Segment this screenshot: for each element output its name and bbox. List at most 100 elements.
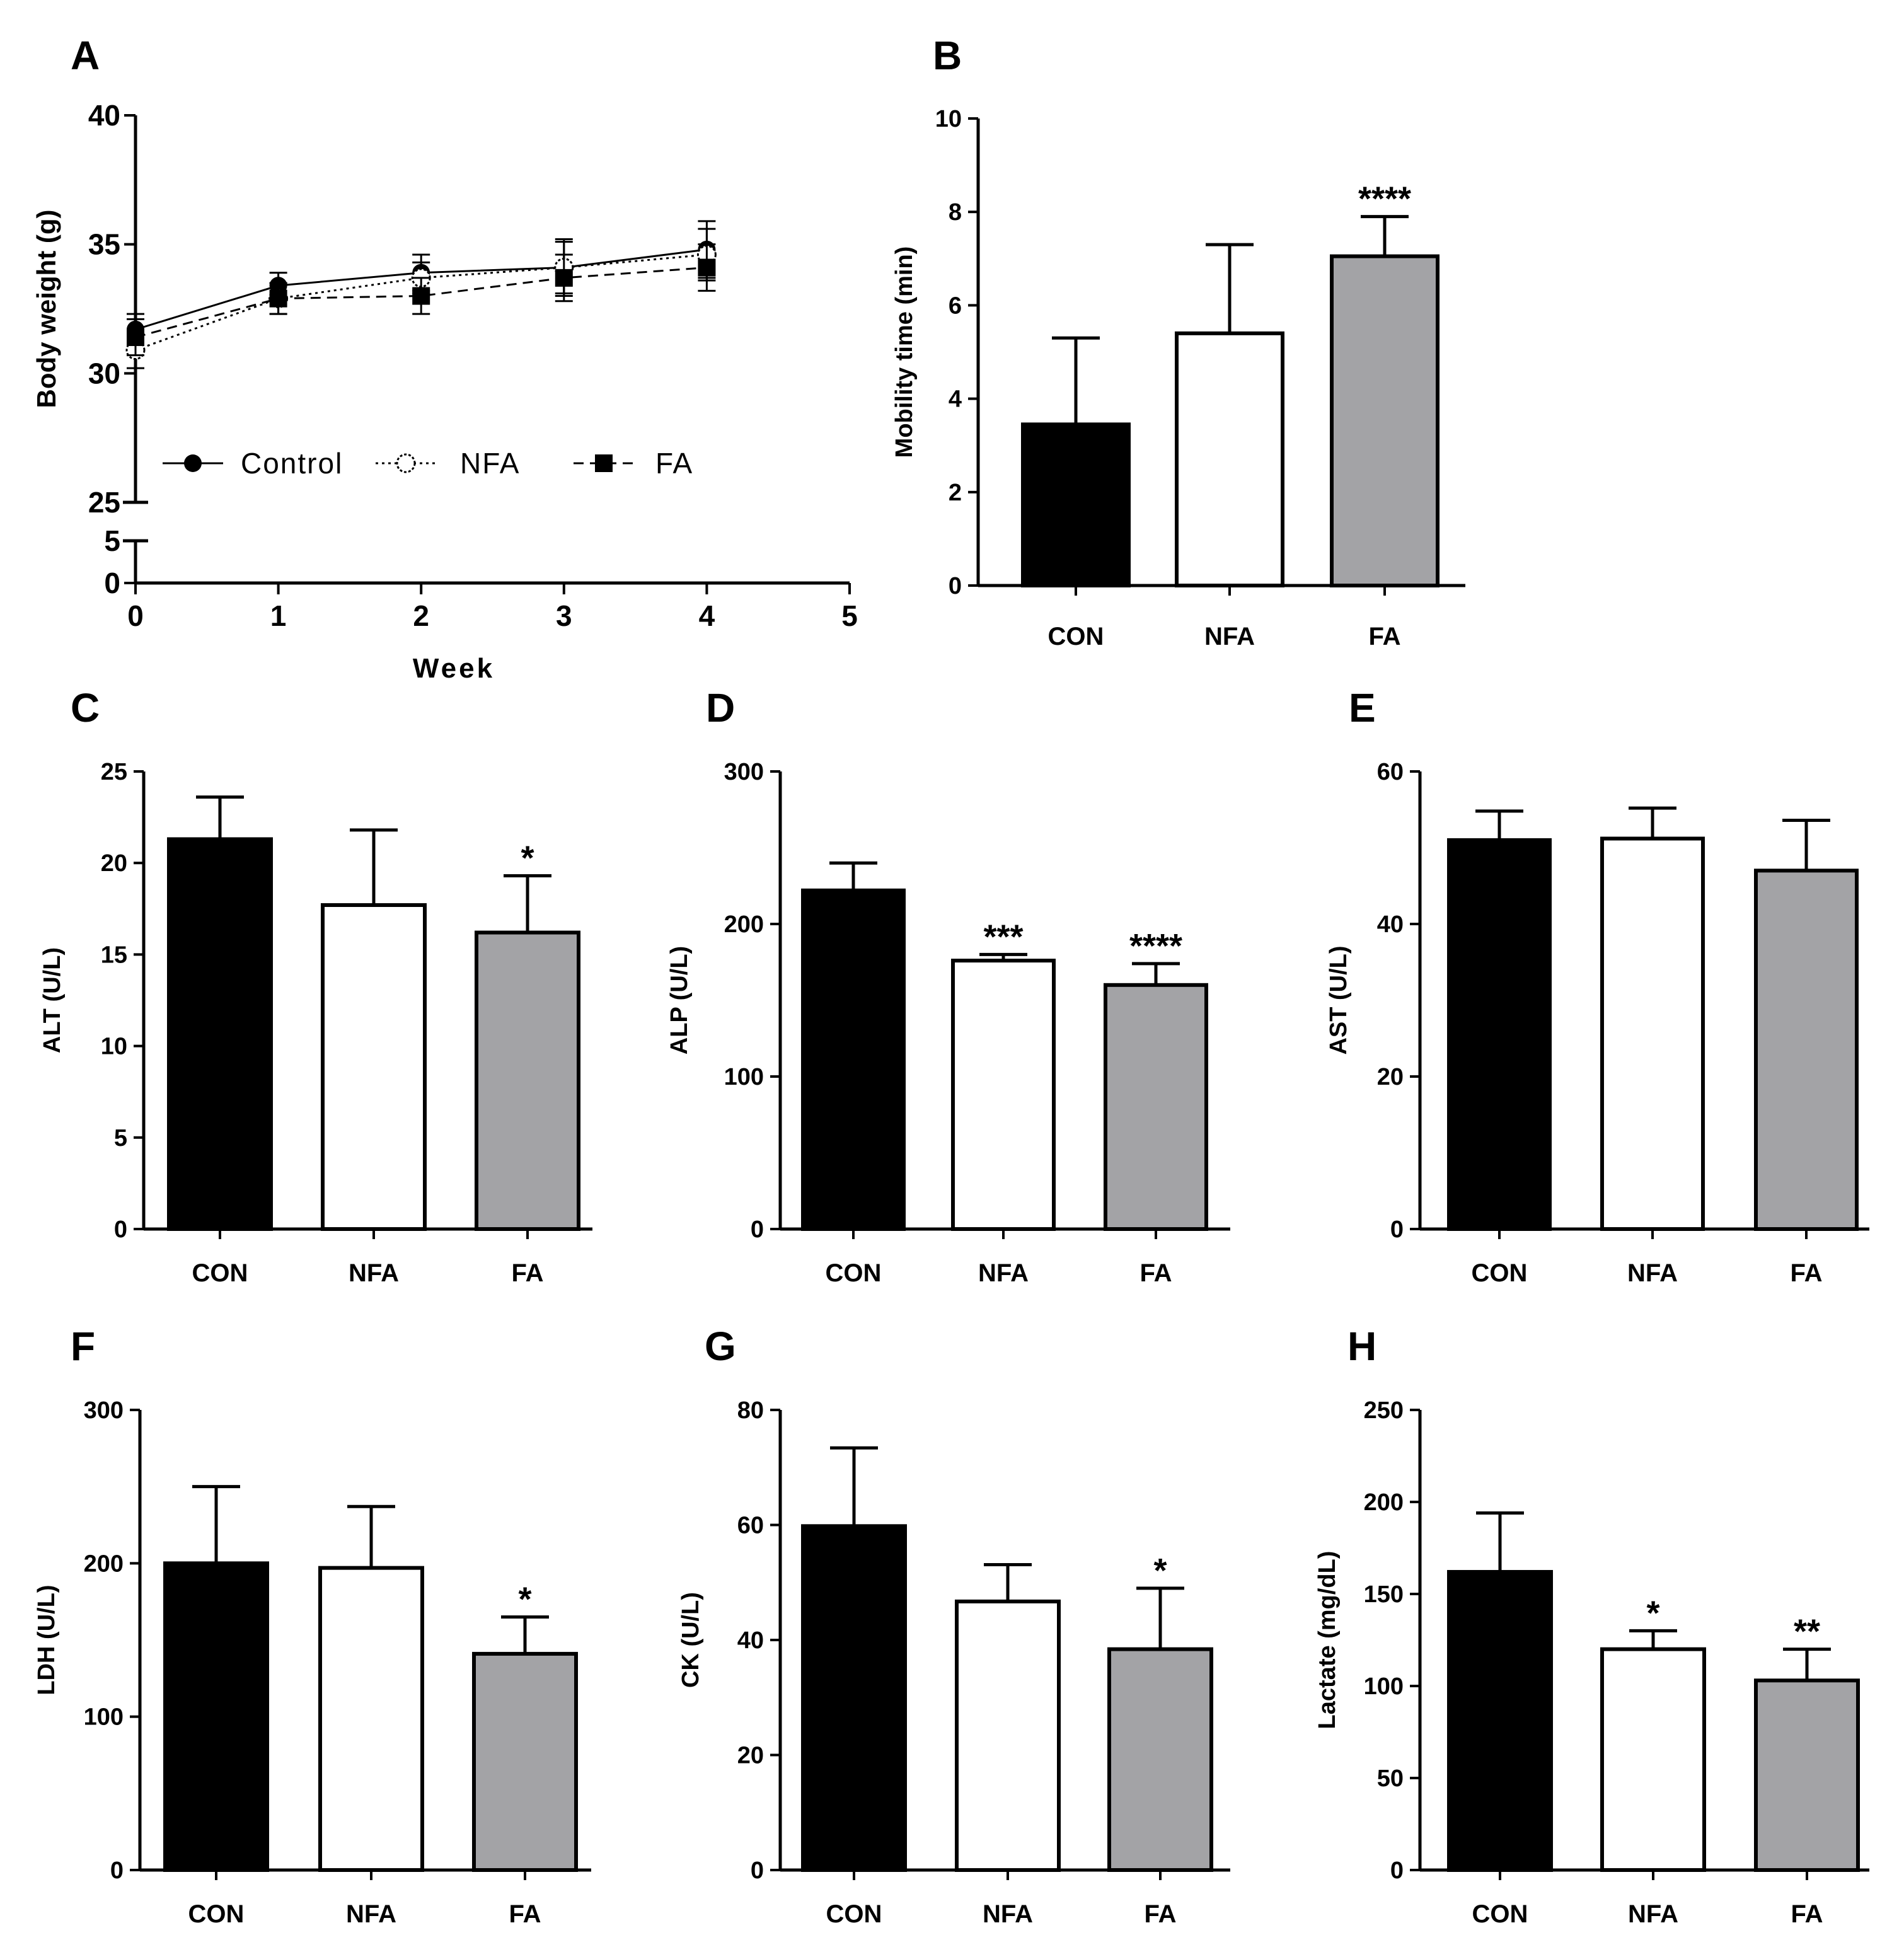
legend-label-control: Control bbox=[241, 447, 343, 480]
panel-a-xlabel: Week bbox=[413, 653, 495, 684]
panel-c-ytick-label: 5 bbox=[114, 1125, 127, 1152]
panel-c-category-label: FA bbox=[511, 1259, 543, 1287]
panel-f-category-label: NFA bbox=[346, 1900, 396, 1928]
panel-f-bar-con bbox=[163, 1561, 269, 1872]
panel-a-letter: A bbox=[71, 33, 100, 78]
panel-g-ylabel: CK (U/L) bbox=[678, 1592, 704, 1688]
panel-b-significance: **** bbox=[1358, 180, 1411, 218]
panel-b: B 0 2 4 6 8 10 Mobility time (min) CON NFA FA **** bbox=[891, 33, 1465, 650]
panel-c: C 0 5 10 15 20 25 ALT (U/L) CON NFA FA * bbox=[39, 685, 592, 1287]
panel-b-ytick-label: 4 bbox=[949, 386, 962, 413]
panel-a-ytick-label: 35 bbox=[88, 228, 120, 261]
panel-f-letter: F bbox=[71, 1324, 95, 1369]
panel-a-series-fa-point bbox=[698, 258, 716, 277]
legend-label-nfa: NFA bbox=[460, 447, 520, 480]
panel-g-bar-nfa bbox=[955, 1599, 1061, 1873]
panel-d-bar-fa bbox=[1104, 983, 1208, 1232]
panel-a-series-fa-point bbox=[127, 328, 144, 347]
panel-c-bar-nfa bbox=[321, 903, 427, 1231]
panel-g-category-label: FA bbox=[1144, 1900, 1176, 1928]
panel-f-bar-nfa bbox=[318, 1566, 424, 1872]
panel-h-bar-con bbox=[1447, 1569, 1553, 1872]
panel-d-bar-nfa bbox=[951, 959, 1056, 1231]
panel-d-ytick-label: 100 bbox=[724, 1064, 764, 1090]
panel-a-xtick-label: 2 bbox=[413, 599, 429, 632]
panel-g-ytick-label: 0 bbox=[751, 1857, 764, 1884]
panel-e: E 0 20 40 60 AST (U/L) CON NFA FA bbox=[1325, 685, 1869, 1287]
panel-d-significance: *** bbox=[983, 918, 1023, 956]
panel-h-ytick-label: 250 bbox=[1364, 1397, 1404, 1424]
panel-a-xtick-label: 0 bbox=[127, 599, 144, 632]
panel-h-category-label: CON bbox=[1472, 1900, 1528, 1928]
panel-a-series-fa-line bbox=[135, 267, 707, 338]
panel-d-ylabel: ALP (U/L) bbox=[666, 946, 693, 1054]
panel-c-letter: C bbox=[71, 685, 100, 730]
panel-h-letter: H bbox=[1347, 1324, 1376, 1369]
panel-c-category-label: NFA bbox=[349, 1259, 399, 1287]
panel-e-category-label: FA bbox=[1790, 1259, 1822, 1287]
panel-g-category-label: CON bbox=[826, 1900, 882, 1928]
panel-a-xtick-label: 4 bbox=[699, 599, 715, 632]
panel-d-ytick-label: 200 bbox=[724, 911, 764, 938]
panel-a-series-fa-point bbox=[269, 289, 287, 308]
panel-b-ytick-label: 0 bbox=[949, 573, 962, 599]
panel-e-category-label: NFA bbox=[1627, 1259, 1678, 1287]
panel-d-bar-con bbox=[801, 888, 906, 1231]
panel-h-ytick-label: 200 bbox=[1364, 1489, 1404, 1516]
panel-b-ylabel: Mobility time (min) bbox=[891, 246, 918, 458]
legend-marker-control bbox=[184, 454, 202, 472]
panel-c-ytick-label: 10 bbox=[101, 1034, 127, 1060]
panel-e-ytick-label: 40 bbox=[1377, 911, 1404, 938]
panel-g-ytick-label: 80 bbox=[737, 1397, 764, 1424]
panel-b-bar-con bbox=[1021, 422, 1131, 587]
panel-d-significance: **** bbox=[1129, 927, 1182, 965]
panel-d-letter: D bbox=[706, 685, 735, 730]
panel-h-significance: ** bbox=[1794, 1613, 1820, 1651]
panel-f-ytick-label: 300 bbox=[84, 1397, 124, 1424]
panel-a-xtick-label: 3 bbox=[556, 599, 572, 632]
panel-f-ytick-label: 0 bbox=[110, 1857, 124, 1884]
panel-e-bar-nfa bbox=[1600, 836, 1705, 1231]
panel-a-xtick-label: 1 bbox=[270, 599, 287, 632]
panel-a-ytick-label: 40 bbox=[88, 99, 120, 132]
panel-f-ytick-label: 100 bbox=[84, 1704, 124, 1731]
panel-d: D 0 100 200 300 ALP (U/L) CON NFA *** FA **** bbox=[666, 685, 1230, 1287]
panel-b-category-label: FA bbox=[1368, 623, 1400, 650]
panel-h-ytick-label: 0 bbox=[1390, 1857, 1404, 1884]
panel-g-ytick-label: 40 bbox=[737, 1627, 764, 1654]
panel-b-bar-fa bbox=[1330, 254, 1440, 588]
panel-f: F 0 100 200 300 LDH (U/L) CON NFA FA * bbox=[33, 1324, 591, 1928]
panel-g-ytick-label: 60 bbox=[737, 1513, 764, 1539]
panel-h-ytick-label: 100 bbox=[1364, 1673, 1404, 1700]
panel-d-ytick-label: 300 bbox=[724, 759, 764, 785]
panel-b-ytick-label: 10 bbox=[935, 106, 962, 132]
panel-b-ytick-label: 8 bbox=[949, 199, 962, 226]
panel-e-category-label: CON bbox=[1472, 1259, 1528, 1287]
panel-c-ytick-label: 0 bbox=[114, 1216, 127, 1243]
panel-a-xtick-label: 5 bbox=[841, 599, 858, 632]
panel-a-series-fa bbox=[127, 243, 716, 357]
panel-c-bar-con bbox=[167, 837, 273, 1231]
panel-f-category-label: FA bbox=[509, 1900, 541, 1928]
panel-e-bar-con bbox=[1447, 838, 1552, 1231]
panel-a-series-fa-point bbox=[555, 268, 573, 287]
legend-marker-fa bbox=[595, 454, 613, 472]
panel-c-bar-fa bbox=[475, 930, 580, 1231]
panel-h: H 0 50 100 150 200 250 Lactate (mg/dL) CON NFA * FA… bbox=[1314, 1324, 1869, 1928]
panel-d-category-label: FA bbox=[1140, 1259, 1172, 1287]
panel-a-ylabel: Body weight (g) bbox=[32, 210, 61, 408]
panel-h-ylabel: Lactate (mg/dL) bbox=[1314, 1551, 1341, 1729]
panel-b-ytick-label: 6 bbox=[949, 292, 962, 319]
panel-f-ylabel: LDH (U/L) bbox=[33, 1585, 60, 1695]
panel-f-bar-fa bbox=[472, 1651, 578, 1872]
panel-d-category-label: CON bbox=[826, 1259, 882, 1287]
panel-c-ytick-label: 20 bbox=[101, 850, 127, 877]
panel-b-bar-nfa bbox=[1175, 331, 1284, 587]
panel-e-letter: E bbox=[1349, 685, 1376, 730]
panel-a-ytick-label: 30 bbox=[88, 357, 120, 390]
panel-b-category-label: NFA bbox=[1204, 623, 1255, 650]
panel-g-category-label: NFA bbox=[983, 1900, 1033, 1928]
panel-h-bar-fa bbox=[1754, 1678, 1860, 1872]
panel-f-ytick-label: 200 bbox=[84, 1550, 124, 1577]
